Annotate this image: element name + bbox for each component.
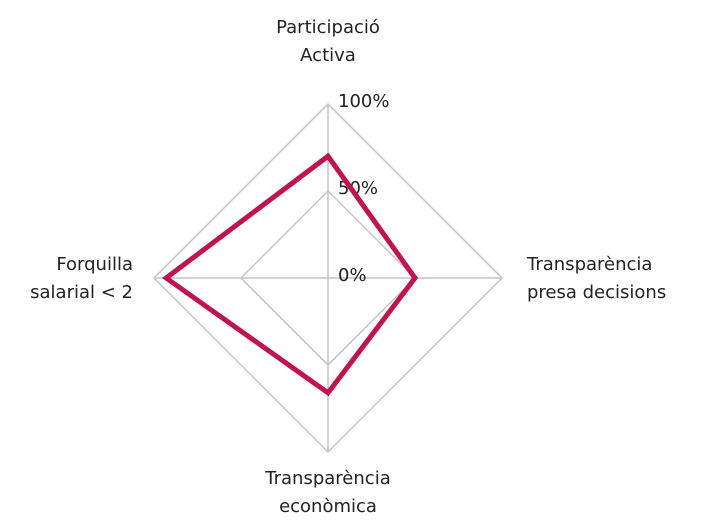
series-line bbox=[161, 152, 419, 397]
category-label: Transparència econòmica bbox=[265, 468, 391, 517]
category-label: Participació Activa bbox=[276, 17, 380, 66]
category-label: Transparència presa decisions bbox=[527, 254, 667, 303]
category-label: Forquilla salarial < 2 bbox=[30, 254, 133, 303]
tick-label: 100% bbox=[338, 91, 389, 112]
tick-label: 0% bbox=[338, 265, 367, 286]
